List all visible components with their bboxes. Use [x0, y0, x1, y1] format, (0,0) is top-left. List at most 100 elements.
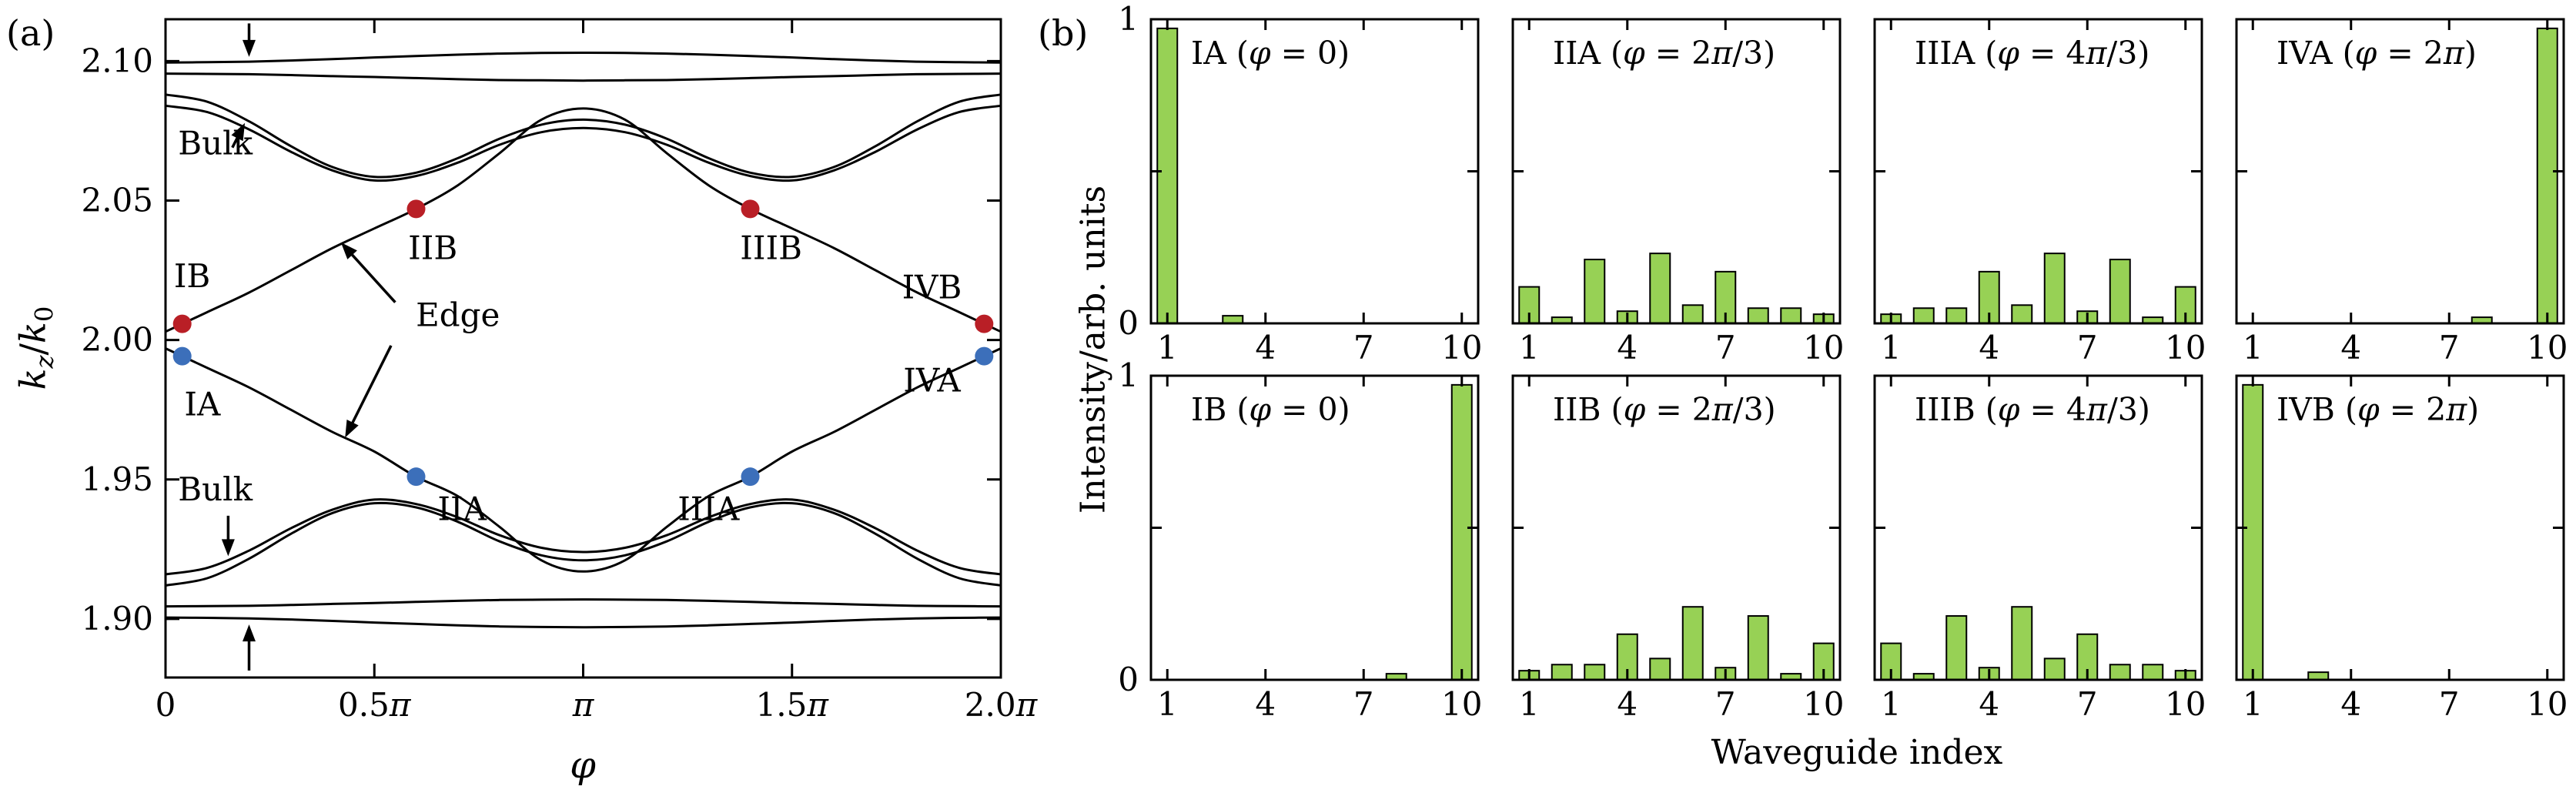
state-label-IIIB: IIIB: [740, 229, 802, 267]
state-label-IA: IA: [184, 385, 221, 423]
panel-b-label: (b): [1038, 12, 1089, 54]
axis-ticks: [2236, 18, 2564, 325]
annotation-arrow-head: [243, 624, 256, 642]
bar-IIA-9: [1780, 307, 1802, 324]
state-point-IVB: [975, 314, 994, 333]
x-tick-label: 1.5π: [756, 686, 830, 724]
x-tick-label: 10: [2165, 329, 2206, 366]
bar-IIIA-2: [1912, 307, 1935, 324]
axis-ticks: [164, 19, 1002, 678]
x-tick-label: 0.5π: [338, 686, 412, 724]
y-tick-label: 2.00: [81, 321, 153, 359]
x-tick-label: 7: [2439, 685, 2460, 723]
subplot-title-IB: IB (φ = 0): [1191, 391, 1350, 428]
bar-IIIA-8: [2109, 259, 2131, 324]
axis-ticks: [1151, 18, 1478, 325]
annotation-arrow-head: [231, 122, 246, 142]
band-curve-bulk-upper-1: [165, 51, 1002, 64]
bars-IB: [1385, 383, 1473, 681]
bars-IVA: [2471, 27, 2558, 325]
bars-IIB: [1518, 606, 1835, 681]
x-tick-label: 4: [1255, 329, 1276, 366]
panel-b-ylabel: Intensity/arb. units: [1073, 185, 1113, 514]
x-tick-label: 1: [2243, 329, 2263, 366]
x-tick-label: 7: [1353, 329, 1374, 366]
axis-ticks: [1513, 374, 1840, 681]
subplot-title-IVA: IVA (φ = 2π): [2277, 35, 2477, 72]
bar-IB-10: [1450, 383, 1473, 681]
x-tick-label: 1: [1881, 329, 1902, 366]
x-tick-label: 4: [1617, 685, 1638, 723]
x-tick-label: 7: [2077, 329, 2098, 366]
subplot-title-IIIB: IIIB (φ = 4π/3): [1915, 391, 2150, 428]
x-tick-label: 1: [2243, 685, 2263, 723]
band-curve-bulk-lower-1: [165, 498, 1002, 576]
state-point-IIB: [406, 199, 426, 219]
y-tick-label: 0: [1118, 661, 1139, 698]
annotation-arrow-head: [221, 539, 235, 557]
annotation-bulk: Bulk: [178, 125, 253, 162]
panel-a-annotations: Bulk Edge Bulk: [178, 23, 500, 671]
x-tick-label: 10: [1441, 685, 1482, 723]
subplot-IIIA: 1 4 7 10 IIIA (φ = 4π/3): [1873, 18, 2206, 366]
subplot-IVA: 1 4 7 10 IVA (φ = 2π): [2235, 18, 2568, 366]
bar-IIA-5: [1649, 253, 1671, 324]
axis-ticks: [1513, 18, 1840, 325]
y-tick-label: 1: [1118, 356, 1139, 394]
bar-IVA-10: [2536, 27, 2558, 324]
state-point-IIIA: [741, 467, 760, 487]
state-label-IVB: IVB: [902, 268, 962, 306]
x-tick-label: 4: [1979, 685, 1999, 723]
bar-IIB-8: [1747, 615, 1769, 681]
x-tick-label: 7: [1715, 329, 1736, 366]
subplot-title-IIA: IIA (φ = 2π/3): [1553, 35, 1775, 72]
panel-b-xlabel: Waveguide index: [1711, 733, 2003, 772]
bar-IIIA-3: [1945, 307, 1968, 324]
x-tick-label: 7: [2439, 329, 2460, 366]
state-label-IVA: IVA: [903, 362, 961, 400]
subplot-IIB: 1 4 7 10 IIB (φ = 2π/3): [1511, 374, 1844, 723]
subplot-title-IVB: IVB (φ = 2π): [2277, 391, 2479, 428]
state-point-IIIB: [741, 199, 760, 219]
annotation-arrow-head: [243, 39, 256, 57]
bar-IIIA-6: [2043, 253, 2066, 324]
x-tick-label: 4: [1617, 329, 1638, 366]
axis-tick-labels: 1.90 1.95 2.00 2.05 2.10 0 0.5π π 1.5π 2.0π: [81, 42, 1038, 724]
x-tick-label: 4: [2340, 685, 2361, 723]
annotation-arrow-head: [345, 419, 359, 438]
state-point-IB: [172, 314, 192, 333]
annotation-bulk: Bulk: [178, 470, 253, 508]
bar-IIB-6: [1681, 606, 1704, 681]
x-tick-label: 1: [1881, 685, 1902, 723]
bars-IIIB: [1880, 606, 2196, 681]
band-curve-bulk-lower-4: [165, 616, 1002, 629]
x-tick-label: 10: [1441, 329, 1482, 366]
x-tick-label: 10: [1803, 685, 1844, 723]
x-tick-label: 7: [1715, 685, 1736, 723]
band-curves: [165, 51, 1002, 629]
annotation-arrow-head: [340, 242, 357, 259]
y-tick-label: 0: [1118, 304, 1139, 342]
band-curve-bulk-upper-4: [165, 104, 1002, 182]
state-label-IIIA: IIIA: [677, 490, 740, 527]
x-tick-label: 7: [2077, 685, 2098, 723]
x-tick-label: 4: [1979, 329, 1999, 366]
x-tick-label: 7: [1353, 685, 1374, 723]
bar-IIIA-5: [2011, 304, 2033, 324]
bar-IIB-3: [1584, 664, 1606, 681]
bar-IIIB-5: [2011, 606, 2033, 681]
bar-IIIB-3: [1945, 615, 1968, 681]
bars-IIIA: [1880, 253, 2196, 325]
x-tick-label: 1: [1157, 685, 1178, 723]
bar-IIA-3: [1584, 259, 1606, 324]
bar-IVB-1: [2242, 383, 2264, 681]
bar-IA-1: [1156, 27, 1179, 324]
bar-IIIB-9: [2142, 664, 2164, 681]
axis-ticks: [1875, 374, 2202, 681]
x-tick-label: 1: [1519, 685, 1540, 723]
bar-IIA-8: [1747, 307, 1769, 324]
state-label-IIA: IIA: [437, 490, 487, 527]
